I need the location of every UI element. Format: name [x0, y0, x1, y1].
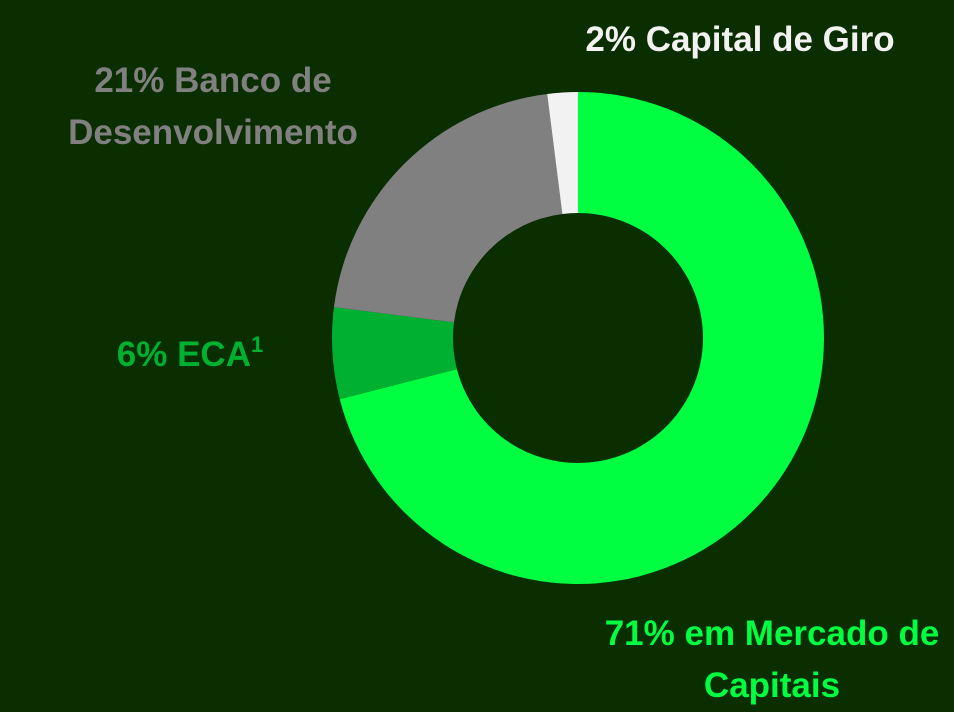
slice-label: 71% em Mercado de Capitais — [592, 608, 952, 712]
slice-label: 2% Capital de Giro — [530, 14, 950, 66]
value-label: 71% — [604, 614, 675, 653]
category-label: ECA — [177, 335, 251, 374]
category-label: Capital de Giro — [645, 20, 895, 59]
donut-slice — [339, 92, 825, 585]
donut-slice — [332, 307, 457, 400]
slice-label: 6% ECA1 — [60, 329, 320, 381]
value-label: 21% — [94, 61, 165, 100]
slice-label: 21% Banco de Desenvolvimento — [33, 55, 393, 159]
category-label: Banco de Desenvolvimento — [68, 61, 358, 152]
value-label: 6% — [116, 335, 168, 374]
donut-slice — [547, 92, 578, 214]
value-label: 2% — [585, 20, 636, 59]
donut-slice — [333, 93, 563, 323]
category-label: em Mercado de Capitais — [684, 614, 940, 705]
footnote-mark: 1 — [250, 332, 264, 357]
